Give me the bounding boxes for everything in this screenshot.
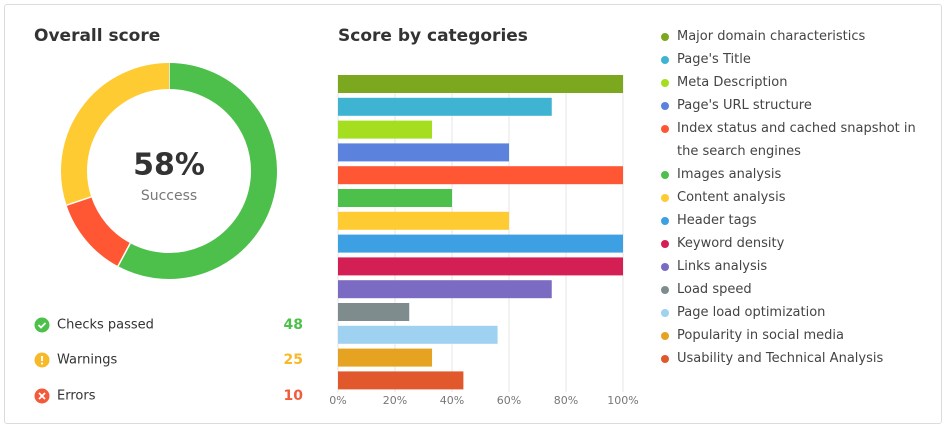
- legend-swatch: [661, 194, 669, 202]
- legend-swatch: [661, 125, 669, 133]
- legend-item: Usability and Technical Analysis: [660, 347, 930, 370]
- donut-segment: [66, 196, 131, 267]
- legend-item: Links analysis: [660, 255, 930, 278]
- legend-swatch: [661, 263, 669, 271]
- legend-swatch: [661, 102, 669, 110]
- legend-swatch: [661, 33, 669, 41]
- donut-segment: [117, 63, 277, 279]
- legend-swatch: [661, 332, 669, 340]
- legend-swatch: [661, 309, 669, 317]
- status-value: 25: [284, 352, 303, 368]
- legend-item: Major domain characteristics: [660, 25, 930, 48]
- legend-item: Load speed: [660, 278, 930, 301]
- x-glyph: [38, 392, 46, 400]
- legend-item: Index status and cached snapshot in the …: [660, 117, 930, 163]
- legend-label: Popularity in social media: [677, 328, 844, 343]
- bar: [338, 371, 464, 390]
- legend-item: Popularity in social media: [660, 324, 930, 347]
- bar: [338, 166, 623, 185]
- legend-label: Major domain characteristics: [677, 29, 866, 44]
- donut-segment: [61, 63, 170, 206]
- status-label: Errors: [57, 389, 96, 404]
- bar: [338, 257, 623, 276]
- bar: [338, 189, 452, 207]
- x-tick-label: 60%: [497, 394, 521, 407]
- legend: Major domain characteristics Page's Title…: [660, 25, 930, 370]
- legend-swatch: [661, 355, 669, 363]
- status-label: Warnings: [57, 353, 117, 368]
- bar-title: Score by categories: [338, 26, 528, 46]
- legend-swatch: [661, 217, 669, 225]
- status-icon: [34, 317, 50, 333]
- center-label: 58%: [133, 148, 205, 183]
- card: [4, 4, 942, 424]
- warn-dot: [40, 362, 44, 365]
- legend-label: Content analysis: [677, 190, 786, 205]
- status-value: 10: [284, 388, 304, 404]
- bar: [338, 120, 433, 139]
- legend-swatch: [661, 240, 669, 248]
- bar: [338, 234, 623, 253]
- legend-label: Page's URL structure: [677, 98, 812, 113]
- x-tick-label: 40%: [440, 394, 464, 407]
- x-tick-label: 100%: [607, 394, 638, 407]
- legend-label: Meta Description: [677, 75, 788, 90]
- legend-item: Page's Title: [660, 48, 930, 71]
- legend-swatch: [661, 286, 669, 294]
- donut-title: Overall score: [34, 26, 160, 46]
- legend-item: Keyword density: [660, 232, 930, 255]
- segment-divider: [66, 196, 92, 206]
- legend-item: Meta Description: [660, 71, 930, 94]
- bar: [338, 303, 410, 321]
- x-tick-label: 0%: [329, 394, 346, 407]
- x-tick-label: 80%: [554, 394, 578, 407]
- legend-label: Images analysis: [677, 167, 782, 182]
- legend-item: Page's URL structure: [660, 94, 930, 117]
- legend-item: Content analysis: [660, 186, 930, 209]
- legend-label: Index status and cached snapshot in the …: [677, 121, 916, 159]
- legend-swatch: [661, 171, 669, 179]
- legend-label: Links analysis: [677, 259, 768, 274]
- bar: [338, 211, 509, 230]
- legend-item: Page load optimization: [660, 301, 930, 324]
- center-sublabel: Success: [141, 188, 197, 204]
- legend-label: Header tags: [677, 213, 757, 228]
- legend-label: Page load optimization: [677, 305, 826, 320]
- x-tick-label: 20%: [383, 394, 407, 407]
- bar: [338, 143, 509, 162]
- bar: [338, 97, 552, 116]
- legend-label: Load speed: [677, 282, 752, 297]
- legend-label: Usability and Technical Analysis: [677, 351, 884, 366]
- legend-item: Images analysis: [660, 163, 930, 186]
- segment-divider: [117, 242, 131, 267]
- legend-label: Page's Title: [677, 52, 751, 67]
- bar: [338, 280, 552, 299]
- status-value: 48: [284, 317, 303, 333]
- legend-swatch: [661, 56, 669, 64]
- legend-label: Keyword density: [677, 236, 785, 251]
- bar: [338, 75, 623, 93]
- bar: [338, 325, 498, 344]
- bar: [338, 348, 433, 367]
- status-label: Checks passed: [57, 318, 154, 333]
- check-glyph: [37, 322, 47, 329]
- legend-swatch: [661, 79, 669, 87]
- legend-item: Header tags: [660, 209, 930, 232]
